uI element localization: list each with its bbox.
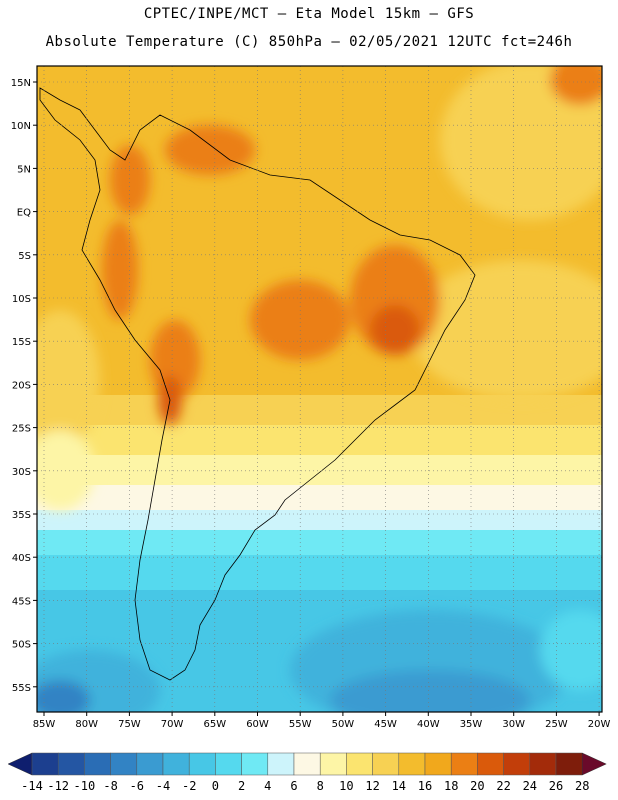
lat-label: 15N bbox=[11, 78, 31, 89]
legend-low-arrow bbox=[7, 752, 33, 776]
legend-label: 10 bbox=[339, 779, 353, 793]
legend-label: 24 bbox=[523, 779, 537, 793]
lat-label: EQ bbox=[17, 208, 31, 219]
legend-swatch bbox=[110, 752, 138, 776]
legend-swatch bbox=[293, 752, 321, 776]
legend-swatch bbox=[188, 752, 216, 776]
lat-label: 5S bbox=[18, 251, 31, 262]
legend-swatch bbox=[57, 752, 85, 776]
lon-label: 50W bbox=[332, 719, 355, 730]
legend-swatch bbox=[477, 752, 504, 776]
legend-label: 16 bbox=[418, 779, 432, 793]
legend-label: -10 bbox=[74, 779, 96, 793]
map-frame bbox=[36, 65, 603, 713]
legend-label: 8 bbox=[317, 779, 324, 793]
lat-label: 25S bbox=[12, 424, 31, 435]
legend-label: 12 bbox=[365, 779, 379, 793]
legend-swatch bbox=[267, 752, 295, 776]
lat-label: 50S bbox=[12, 640, 31, 651]
latitude-labels: 15N 10N 5N EQ 5S 10S 15S 20S 25S 30S 35S 40S 45S 50S 5… bbox=[11, 78, 37, 694]
legend-swatch bbox=[424, 752, 452, 776]
legend-label: 14 bbox=[392, 779, 406, 793]
coastline bbox=[39, 87, 476, 681]
lat-label: 35S bbox=[12, 510, 31, 521]
legend-label: -12 bbox=[47, 779, 69, 793]
colorbar-legend: -14 -12 -10 -8 -6 -4 -2 0 2 4 6 8 10 12 14 16 18 20 22 24 26… bbox=[7, 752, 607, 793]
lon-label: 75W bbox=[118, 719, 141, 730]
temperature-field bbox=[37, 66, 602, 712]
temperature-map: 15N 10N 5N EQ 5S 10S 15S 20S 25S 30S 35S 40S 45S 50S 5… bbox=[11, 65, 611, 730]
legend-swatch bbox=[136, 752, 164, 776]
title-line-1: CPTEC/INPE/MCT – Eta Model 15km – GFS bbox=[143, 6, 475, 22]
legend-swatch bbox=[84, 752, 111, 776]
legend-high-arrow bbox=[581, 752, 607, 776]
lat-label: 40S bbox=[12, 553, 31, 564]
legend-swatch bbox=[529, 752, 557, 776]
lon-label: 20W bbox=[588, 719, 611, 730]
legend-swatch bbox=[555, 752, 583, 776]
legend-label: 2 bbox=[238, 779, 245, 793]
legend-label: 18 bbox=[444, 779, 458, 793]
lon-label: 55W bbox=[289, 719, 312, 730]
lon-label: 65W bbox=[203, 719, 226, 730]
legend-label: 0 bbox=[212, 779, 219, 793]
lon-label: 45W bbox=[374, 719, 397, 730]
legend-swatch bbox=[162, 752, 190, 776]
legend-label: 6 bbox=[290, 779, 297, 793]
legend-swatch bbox=[346, 752, 373, 776]
legend-label: 20 bbox=[470, 779, 484, 793]
lon-label: 60W bbox=[246, 719, 269, 730]
legend-label: -8 bbox=[103, 779, 117, 793]
title-line-2: Absolute Temperature (C) 850hPa – 02/05/… bbox=[45, 34, 573, 50]
legend-swatch bbox=[450, 752, 478, 776]
lat-label: 10S bbox=[12, 294, 31, 305]
lat-label: 30S bbox=[12, 467, 31, 478]
legend-label: -4 bbox=[156, 779, 170, 793]
lon-label: 85W bbox=[33, 719, 56, 730]
legend-label: 28 bbox=[575, 779, 589, 793]
legend-swatch bbox=[319, 752, 347, 776]
lat-label: 20S bbox=[12, 380, 31, 391]
lon-label: 70W bbox=[161, 719, 184, 730]
lat-label: 45S bbox=[12, 596, 31, 607]
legend-label: -14 bbox=[21, 779, 43, 793]
lat-label: 55S bbox=[12, 683, 31, 694]
legend-label: -6 bbox=[130, 779, 144, 793]
legend-label: -2 bbox=[182, 779, 196, 793]
lon-label: 40W bbox=[417, 719, 440, 730]
lon-label: 30W bbox=[502, 719, 525, 730]
legend-label: 22 bbox=[496, 779, 510, 793]
legend-label: 4 bbox=[264, 779, 271, 793]
lon-label: 80W bbox=[75, 719, 98, 730]
legend-swatch bbox=[241, 752, 269, 776]
lon-label: 25W bbox=[545, 719, 568, 730]
lat-label: 15S bbox=[12, 337, 31, 348]
longitude-labels: 85W 80W 75W 70W 65W 60W 55W 50W 45W 40W 35W 30W 25W 2… bbox=[33, 712, 611, 730]
legend-label: 26 bbox=[549, 779, 563, 793]
lon-label: 35W bbox=[460, 719, 483, 730]
legend-swatch bbox=[215, 752, 242, 776]
lat-label: 10N bbox=[11, 121, 31, 132]
legend-swatch bbox=[372, 752, 400, 776]
legend-swatch bbox=[503, 752, 531, 776]
legend-swatch bbox=[31, 752, 59, 776]
lat-label: 5N bbox=[17, 164, 31, 175]
legend-swatch bbox=[398, 752, 426, 776]
